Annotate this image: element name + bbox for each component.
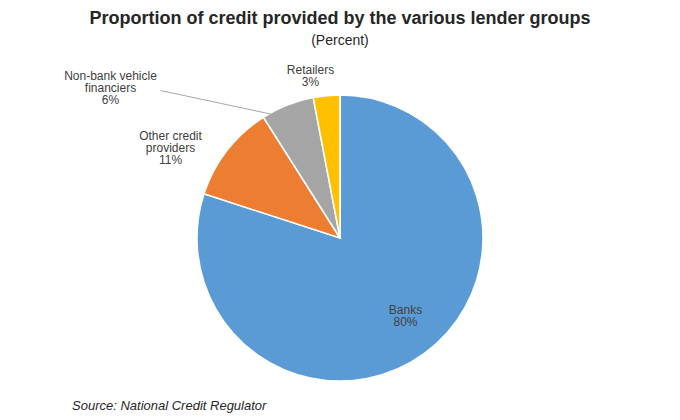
html-text:Source: National Credit Regula: Source: National Credit Regulator [72, 398, 267, 413]
svg-text:Banks80%: Banks80% [389, 303, 422, 329]
html-text:(Percent): (Percent) [311, 32, 369, 48]
html-text:Proportion of credit provided: Proportion of credit provided by the var… [89, 8, 591, 28]
svg-text:Retailers3%: Retailers3% [287, 63, 334, 89]
svg-text:Non-bank vehiclefinanciers6%: Non-bank vehiclefinanciers6% [64, 69, 157, 107]
svg-text:Other creditproviders11%: Other creditproviders11% [139, 129, 202, 167]
